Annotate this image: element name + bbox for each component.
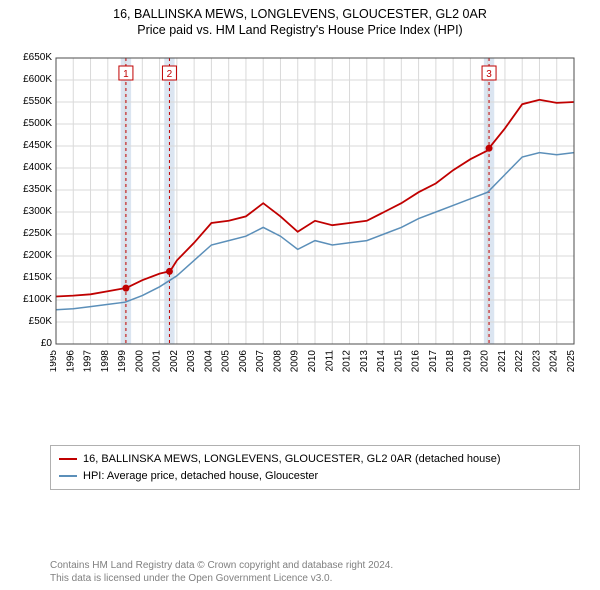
- xtick-label: 2014: [376, 350, 387, 373]
- footer-line1: Contains HM Land Registry data © Crown c…: [50, 559, 393, 572]
- xtick-label: 2018: [445, 350, 456, 373]
- ytick-label: £300K: [8, 206, 52, 217]
- title-address: 16, BALLINSKA MEWS, LONGLEVENS, GLOUCEST…: [0, 6, 600, 22]
- xtick-label: 2022: [514, 350, 525, 373]
- xtick-label: 2024: [549, 350, 560, 373]
- xtick-label: 2020: [480, 350, 491, 373]
- ytick-label: £600K: [8, 74, 52, 85]
- footer-line2: This data is licensed under the Open Gov…: [50, 572, 393, 585]
- ytick-label: £350K: [8, 184, 52, 195]
- xtick-label: 2011: [324, 350, 335, 372]
- legend-swatch: [59, 475, 77, 477]
- xtick-label: 2009: [290, 350, 301, 373]
- ytick-label: £400K: [8, 162, 52, 173]
- legend-swatch: [59, 458, 77, 460]
- legend-label: 16, BALLINSKA MEWS, LONGLEVENS, GLOUCEST…: [83, 451, 501, 468]
- xtick-label: 2023: [531, 350, 542, 373]
- xtick-label: 2012: [342, 350, 353, 373]
- ytick-label: £150K: [8, 272, 52, 283]
- xtick-label: 2001: [152, 350, 163, 373]
- ytick-label: £200K: [8, 250, 52, 261]
- xtick-label: 2003: [186, 350, 197, 373]
- footer-attribution: Contains HM Land Registry data © Crown c…: [50, 559, 393, 585]
- xtick-label: 2006: [238, 350, 249, 373]
- line-chart-svg: 1 2 3 1995 1996 1997 1998 1999 2000 2001 2002 2003 2…: [50, 52, 580, 392]
- ytick-label: £550K: [8, 96, 52, 107]
- xtick-label: 1999: [117, 350, 128, 373]
- marker-dot: [486, 145, 493, 152]
- ytick-label: £250K: [8, 228, 52, 239]
- chart-container: 16, BALLINSKA MEWS, LONGLEVENS, GLOUCEST…: [0, 0, 600, 590]
- xtick-label: 2015: [393, 350, 404, 373]
- marker-label-num: 1: [123, 69, 129, 80]
- title-block: 16, BALLINSKA MEWS, LONGLEVENS, GLOUCEST…: [0, 0, 600, 39]
- xtick-label: 1997: [83, 350, 94, 373]
- xtick-label: 2008: [272, 350, 283, 373]
- chart-area: 1 2 3 1995 1996 1997 1998 1999 2000 2001 2002 2003 2…: [50, 52, 580, 392]
- xtick-label: 2000: [134, 350, 145, 373]
- xtick-label: 2010: [307, 350, 318, 373]
- xtick-label: 1996: [65, 350, 76, 373]
- ytick-label: £650K: [8, 52, 52, 63]
- marker-dot: [122, 285, 129, 292]
- xtick-label: 2007: [255, 350, 266, 373]
- ytick-label: £100K: [8, 294, 52, 305]
- ytick-label: £450K: [8, 140, 52, 151]
- xtick-label: 2021: [497, 350, 508, 373]
- xtick-label: 2004: [203, 350, 214, 373]
- xtick-label: 2017: [428, 350, 439, 373]
- legend-row: 16, BALLINSKA MEWS, LONGLEVENS, GLOUCEST…: [59, 451, 571, 468]
- xtick-label: 2013: [359, 350, 370, 373]
- legend-row: HPI: Average price, detached house, Glou…: [59, 468, 571, 485]
- legend-box: 16, BALLINSKA MEWS, LONGLEVENS, GLOUCEST…: [50, 445, 580, 490]
- xtick-label: 2016: [411, 350, 422, 373]
- xtick-label: 2005: [221, 350, 232, 373]
- xtick-label: 1998: [100, 350, 111, 373]
- xtick-label: 1995: [50, 350, 59, 373]
- legend-label: HPI: Average price, detached house, Glou…: [83, 468, 318, 485]
- xtick-label: 2025: [566, 350, 577, 373]
- xtick-label: 2019: [462, 350, 473, 373]
- marker-dot: [166, 268, 173, 275]
- marker-label-num: 3: [486, 69, 492, 80]
- ytick-label: £0: [8, 338, 52, 349]
- ytick-label: £50K: [8, 316, 52, 327]
- ytick-label: £500K: [8, 118, 52, 129]
- marker-label-num: 2: [167, 69, 173, 80]
- title-subtitle: Price paid vs. HM Land Registry's House …: [0, 22, 600, 38]
- xtick-label: 2002: [169, 350, 180, 373]
